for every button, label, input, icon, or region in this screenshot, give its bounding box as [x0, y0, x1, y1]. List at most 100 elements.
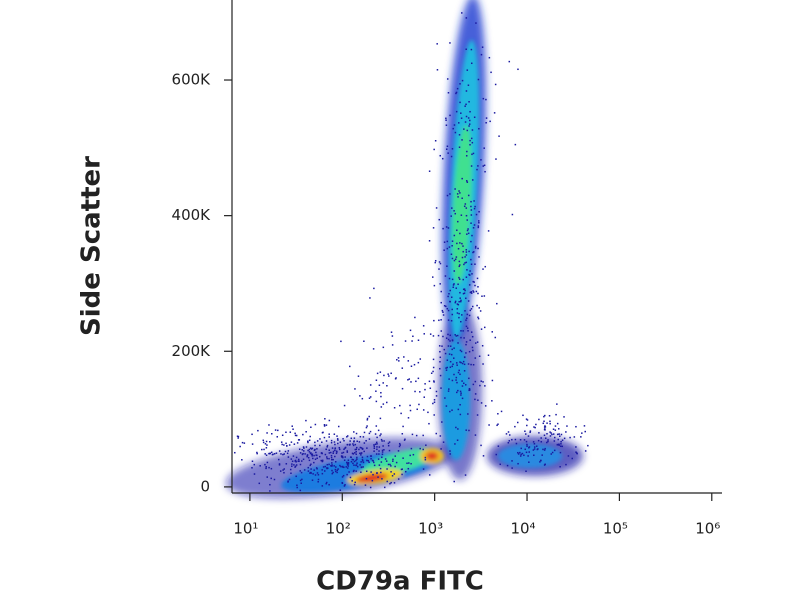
- event-dot: [409, 454, 411, 457]
- event-dot: [544, 414, 546, 417]
- event-dot: [424, 456, 427, 459]
- event-dot: [241, 441, 244, 444]
- event-dot: [467, 84, 470, 86]
- event-dot: [326, 457, 328, 460]
- event-dot: [466, 327, 469, 329]
- event-dot: [305, 431, 307, 433]
- event-dot: [342, 451, 345, 454]
- event-dot: [497, 445, 500, 447]
- event-dot: [447, 295, 449, 298]
- event-dot: [460, 214, 463, 216]
- event-dot: [461, 380, 463, 382]
- event-dot: [443, 241, 446, 243]
- event-dot: [381, 453, 384, 456]
- event-dot: [353, 452, 356, 454]
- event-dot: [314, 444, 316, 447]
- event-dot: [470, 331, 473, 333]
- event-dot: [408, 378, 411, 380]
- event-dot: [508, 60, 511, 63]
- event-dot: [439, 350, 441, 353]
- event-dot: [429, 387, 432, 390]
- event-dot: [454, 131, 457, 134]
- event-dot: [459, 264, 461, 266]
- event-dot: [410, 447, 413, 450]
- event-dot: [464, 289, 466, 292]
- event-dot: [388, 441, 391, 443]
- event-dot: [541, 454, 543, 456]
- event-dot: [445, 367, 447, 369]
- event-dot: [383, 449, 385, 451]
- event-dot: [477, 317, 480, 320]
- event-dot: [302, 458, 305, 461]
- event-dot: [447, 309, 450, 312]
- event-dot: [328, 452, 331, 454]
- event-dot: [380, 391, 382, 394]
- event-dot: [259, 465, 261, 467]
- event-dot: [325, 482, 327, 485]
- event-dot: [376, 443, 378, 445]
- event-dot: [346, 462, 349, 465]
- event-dot: [462, 278, 464, 281]
- event-dot: [468, 123, 471, 125]
- event-dot: [466, 229, 469, 232]
- event-dot: [414, 390, 416, 393]
- event-dot: [355, 459, 357, 462]
- event-dot: [390, 465, 392, 467]
- event-dot: [292, 428, 294, 430]
- event-dot: [533, 443, 536, 445]
- event-dot: [561, 445, 564, 448]
- event-dot: [463, 370, 466, 372]
- event-dot: [436, 43, 438, 45]
- event-dot: [338, 448, 341, 451]
- event-dot: [362, 461, 365, 464]
- event-dot: [465, 180, 468, 182]
- event-dot: [438, 261, 441, 263]
- event-dot: [393, 473, 396, 475]
- event-dot: [410, 381, 412, 383]
- event-dot: [525, 470, 527, 473]
- event-dot: [458, 278, 461, 280]
- event-dot: [343, 466, 345, 469]
- event-dot: [465, 325, 468, 328]
- event-dot: [387, 373, 389, 375]
- event-dot: [554, 425, 557, 427]
- event-dot: [340, 456, 343, 458]
- event-dot: [532, 441, 535, 443]
- event-dot: [557, 428, 560, 430]
- event-dot: [352, 470, 355, 473]
- event-dot: [364, 484, 367, 486]
- event-dot: [528, 447, 530, 449]
- event-dot: [549, 422, 551, 425]
- event-dot: [439, 361, 441, 363]
- event-dot: [538, 418, 540, 421]
- event-dot: [270, 451, 273, 454]
- event-dot: [461, 177, 463, 180]
- event-dot: [382, 403, 385, 405]
- event-dot: [474, 284, 476, 287]
- event-dot: [310, 452, 312, 454]
- event-dot: [455, 379, 457, 381]
- event-dot: [320, 452, 323, 454]
- event-dot: [355, 453, 357, 455]
- event-dot: [446, 359, 449, 361]
- event-dot: [433, 398, 436, 401]
- x-tick-label: 10³: [418, 520, 443, 538]
- event-dot: [464, 474, 467, 476]
- event-dot: [463, 205, 466, 208]
- event-dot: [423, 396, 425, 398]
- event-dot: [331, 465, 333, 467]
- event-dot: [258, 482, 261, 485]
- event-dot: [390, 471, 392, 473]
- event-dot: [471, 335, 474, 338]
- event-dot: [341, 482, 344, 485]
- event-dot: [547, 440, 549, 443]
- event-dot: [460, 336, 462, 339]
- event-dot: [434, 261, 436, 264]
- event-dot: [316, 440, 319, 442]
- event-dot: [344, 447, 346, 449]
- event-dot: [433, 414, 435, 416]
- event-dot: [448, 353, 451, 355]
- event-dot: [297, 458, 300, 461]
- event-dot: [251, 443, 254, 445]
- event-dot: [404, 438, 406, 440]
